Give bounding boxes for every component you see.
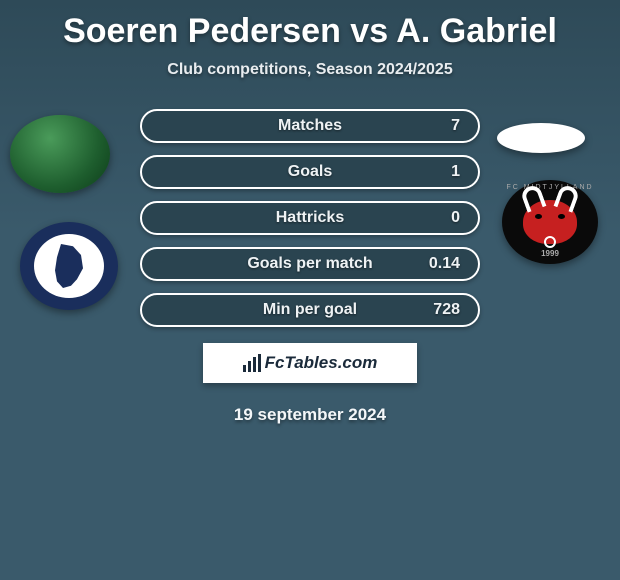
stat-label: Goals [288,163,332,181]
page-title: Soeren Pedersen vs A. Gabriel [0,0,620,51]
horse-icon [49,244,89,288]
stat-label: Min per goal [263,301,357,319]
stat-value: 728 [433,301,460,319]
stat-value: 1 [451,163,460,181]
stat-value: 0 [451,209,460,227]
stat-value: 0.14 [429,255,460,273]
date-text: 19 september 2024 [0,405,620,425]
bar-chart-icon [243,354,261,372]
stat-row: Goals per match 0.14 [140,247,480,281]
stat-label: Goals per match [247,255,372,273]
brand-box: FcTables.com [203,343,417,383]
stat-row: Min per goal 728 [140,293,480,327]
stat-row: Goals 1 [140,155,480,189]
stat-label: Hattricks [276,209,344,227]
stat-label: Matches [278,117,342,135]
stat-row: Matches 7 [140,109,480,143]
club-right-year: 1999 [541,249,559,258]
club-left-logo [20,222,118,310]
subtitle: Club competitions, Season 2024/2025 [0,61,620,79]
bull-icon [523,200,577,244]
player-left-avatar [10,115,110,193]
player-right-avatar [497,123,585,153]
stats-list: Matches 7 Goals 1 Hattricks 0 Goals per … [140,109,480,327]
club-right-ring-text: FC MIDTJYLLAND [506,184,593,191]
brand-text: FcTables.com [265,353,378,373]
stat-row: Hattricks 0 [140,201,480,235]
stat-value: 7 [451,117,460,135]
club-right-logo: FC MIDTJYLLAND 1999 [502,180,598,264]
